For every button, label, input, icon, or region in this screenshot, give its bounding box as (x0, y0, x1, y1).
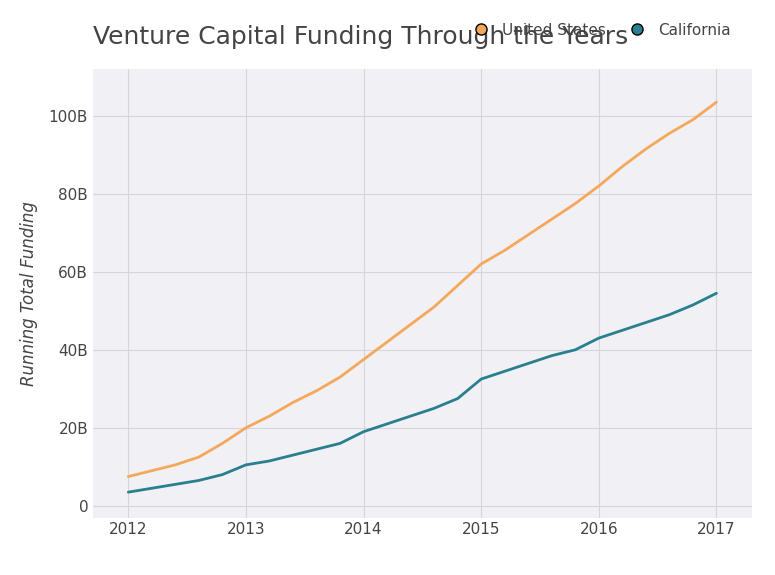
United States (218, 440, 227, 447)
California (170, 481, 180, 488)
United States (500, 247, 509, 254)
United States (618, 163, 627, 170)
California (570, 346, 580, 353)
California (241, 461, 250, 468)
United States (312, 388, 321, 394)
United States (124, 473, 133, 480)
United States (382, 339, 391, 346)
United States (288, 399, 298, 406)
California (594, 335, 604, 342)
United States (641, 145, 650, 152)
United States (594, 182, 604, 189)
California (500, 368, 509, 375)
California (382, 420, 391, 427)
United States (665, 130, 674, 137)
United States (711, 99, 721, 106)
California (195, 477, 204, 484)
California (147, 485, 157, 492)
California (711, 290, 721, 297)
California (641, 319, 650, 326)
Line: California: California (129, 293, 716, 492)
California (453, 395, 463, 402)
United States (170, 461, 180, 468)
California (688, 301, 698, 308)
United States (453, 282, 463, 289)
United States (688, 116, 698, 123)
Y-axis label: Running Total Funding: Running Total Funding (19, 201, 38, 386)
California (359, 428, 368, 435)
United States (336, 374, 345, 381)
California (124, 489, 133, 496)
California (312, 446, 321, 453)
California (618, 327, 627, 334)
California (524, 360, 533, 367)
California (665, 311, 674, 318)
California (265, 458, 274, 465)
Legend: United States, California: United States, California (466, 23, 731, 38)
United States (406, 321, 415, 328)
United States (147, 467, 157, 474)
California (406, 413, 415, 420)
United States (547, 216, 556, 223)
United States (524, 231, 533, 238)
California (336, 440, 345, 447)
United States (195, 454, 204, 461)
California (477, 375, 486, 382)
United States (265, 413, 274, 420)
United States (359, 356, 368, 363)
United States (477, 260, 486, 267)
Line: United States: United States (129, 102, 716, 477)
California (288, 451, 298, 458)
United States (570, 200, 580, 207)
Text: Venture Capital Funding Through the Years: Venture Capital Funding Through the Year… (93, 25, 629, 49)
United States (429, 304, 439, 310)
California (547, 352, 556, 359)
California (429, 405, 439, 412)
United States (241, 424, 250, 431)
California (218, 471, 227, 478)
